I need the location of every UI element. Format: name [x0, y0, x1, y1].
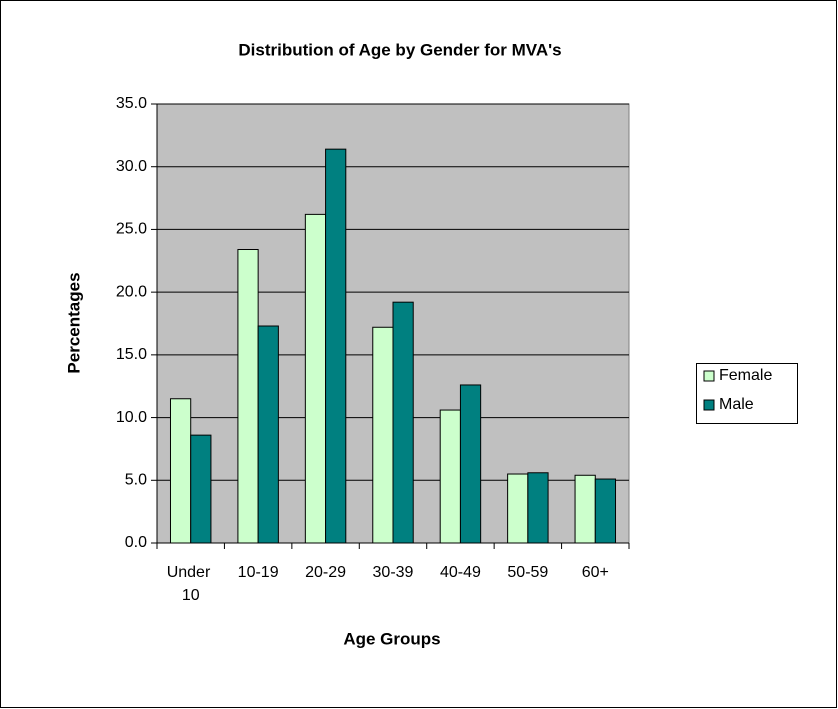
bar: [594, 478, 617, 544]
bar: [304, 213, 327, 544]
legend-label: Female: [719, 367, 772, 384]
y-tick-label: 30.0: [116, 158, 147, 175]
y-axis-label: Percentages: [64, 272, 83, 373]
bar: [527, 472, 549, 544]
y-tick-label: 5.0: [125, 472, 147, 489]
y-tick-label: 20.0: [116, 283, 147, 300]
bar: [459, 384, 482, 544]
bar: [392, 301, 414, 544]
bar: [237, 248, 259, 544]
x-tick-label: 10-19: [238, 564, 279, 581]
x-tick-label: Under 10: [167, 564, 215, 604]
x-axis-label: Age Groups: [343, 629, 440, 648]
y-tick-label: 25.0: [116, 221, 147, 238]
legend-swatch: [703, 370, 715, 382]
y-tick-label: 10.0: [116, 409, 147, 426]
x-tick-label: 40-49: [440, 564, 481, 581]
bar: [325, 148, 347, 544]
x-tick-label: 60+: [582, 564, 609, 581]
bar: [372, 326, 394, 544]
y-tick-label: 0.0: [125, 534, 147, 551]
bar: [574, 474, 596, 544]
bar: [439, 409, 461, 544]
x-tick-label: 50-59: [507, 564, 548, 581]
legend-swatch: [703, 399, 715, 411]
x-tick-label: 30-39: [373, 564, 414, 581]
legend-label: Male: [719, 396, 754, 413]
bar: [190, 434, 212, 544]
bar: [507, 473, 529, 544]
y-tick-label: 35.0: [116, 95, 147, 112]
y-tick-label: 15.0: [116, 346, 147, 363]
bar: [257, 325, 279, 544]
chart-title: Distribution of Age by Gender for MVA's: [238, 40, 561, 59]
x-tick-label: 20-29: [305, 564, 346, 581]
bar: [169, 398, 192, 544]
